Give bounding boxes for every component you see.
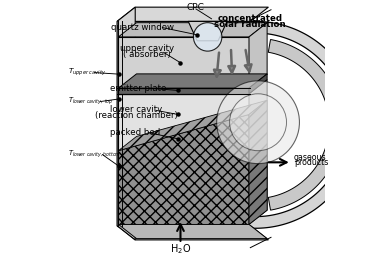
Text: H$_2$O: H$_2$O	[170, 243, 191, 256]
Polygon shape	[249, 80, 267, 224]
Text: $T_{lower\ cavity,bottom}$: $T_{lower\ cavity,bottom}$	[68, 148, 121, 160]
Text: (reaction chamber): (reaction chamber)	[94, 111, 177, 120]
Text: $T_{upper\ cavity}$: $T_{upper\ cavity}$	[68, 66, 106, 78]
Polygon shape	[118, 100, 267, 151]
Circle shape	[230, 94, 287, 151]
Polygon shape	[118, 224, 267, 239]
Polygon shape	[118, 114, 249, 224]
Polygon shape	[118, 88, 249, 94]
Text: emitter plate: emitter plate	[111, 84, 167, 93]
Text: $T_{lower\ cavity,\ top}$: $T_{lower\ cavity,\ top}$	[68, 95, 113, 107]
Text: concentrated: concentrated	[218, 14, 283, 23]
Polygon shape	[249, 23, 267, 89]
Polygon shape	[118, 74, 267, 88]
Polygon shape	[249, 100, 267, 224]
Polygon shape	[268, 40, 342, 210]
Polygon shape	[188, 21, 227, 41]
Circle shape	[217, 81, 299, 164]
Text: solar radiation: solar radiation	[214, 20, 286, 29]
Text: products: products	[294, 158, 328, 167]
Text: ( absorber): ( absorber)	[123, 50, 171, 59]
Polygon shape	[247, 21, 359, 228]
Polygon shape	[117, 7, 269, 21]
Text: packed bed: packed bed	[110, 128, 160, 136]
Polygon shape	[117, 226, 269, 240]
Text: lower cavity: lower cavity	[110, 105, 162, 114]
Polygon shape	[118, 94, 249, 224]
Text: quartz window: quartz window	[111, 23, 174, 31]
Polygon shape	[117, 7, 135, 240]
Text: CPC: CPC	[186, 3, 204, 12]
Circle shape	[193, 23, 222, 51]
Text: gaseous: gaseous	[294, 153, 327, 162]
Polygon shape	[118, 37, 249, 89]
Polygon shape	[117, 21, 250, 226]
Text: upper cavity: upper cavity	[120, 44, 174, 53]
Polygon shape	[249, 74, 267, 94]
Polygon shape	[118, 23, 267, 37]
